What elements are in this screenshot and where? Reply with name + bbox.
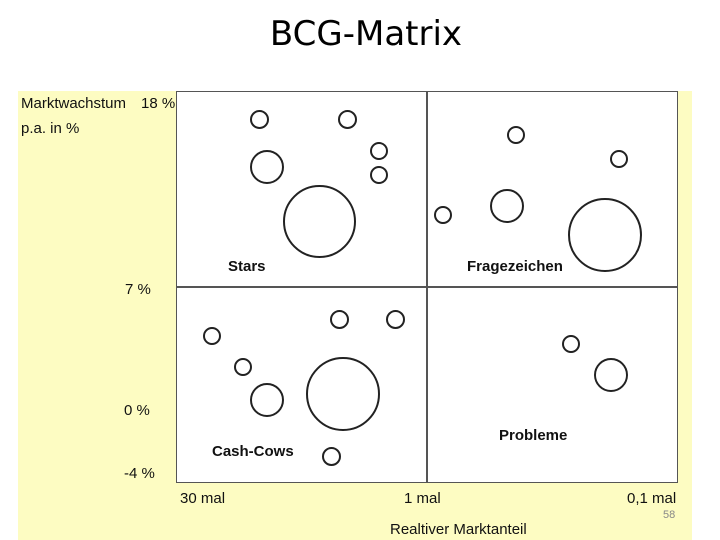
y-tick-18: 18 % [141, 95, 176, 112]
bubble [370, 166, 388, 184]
y-tick-0: 0 % [124, 402, 150, 419]
bubble [283, 185, 356, 258]
bubble [338, 110, 357, 129]
bubble [322, 447, 341, 466]
page-number: 58 [663, 509, 676, 521]
bubble [434, 206, 452, 224]
bubble [250, 110, 269, 129]
x-tick-30: 30 mal [180, 490, 226, 507]
bubble [507, 126, 525, 144]
horizontal-divider [176, 286, 678, 288]
y-tick-minus4: -4 % [124, 465, 155, 482]
bubble [330, 310, 349, 329]
x-axis-label: Realtiver Marktanteil [390, 521, 527, 538]
bubble [386, 310, 405, 329]
bubble [203, 327, 221, 345]
bubble [370, 142, 388, 160]
y-axis-unit: p.a. in % [21, 120, 80, 137]
bubble [306, 357, 380, 431]
bubble [568, 198, 642, 272]
quadrant-problems-label: Probleme [499, 427, 568, 444]
x-tick-1: 1 mal [404, 490, 441, 507]
y-axis-label: Marktwachstum [21, 95, 127, 112]
bubble [234, 358, 252, 376]
bubble [610, 150, 628, 168]
quadrant-question-marks-label: Fragezeichen [467, 258, 563, 275]
bubble [562, 335, 580, 353]
bubble [594, 358, 628, 392]
y-tick-7: 7 % [125, 281, 151, 298]
bubble [250, 383, 284, 417]
quadrant-stars-label: Stars [228, 258, 266, 275]
slide-title: BCG-Matrix [269, 14, 463, 54]
quadrant-cash-cows-label: Cash-Cows [212, 443, 294, 460]
bubble [490, 189, 524, 223]
x-tick-0-1: 0,1 mal [627, 490, 677, 507]
bubble [250, 150, 284, 184]
